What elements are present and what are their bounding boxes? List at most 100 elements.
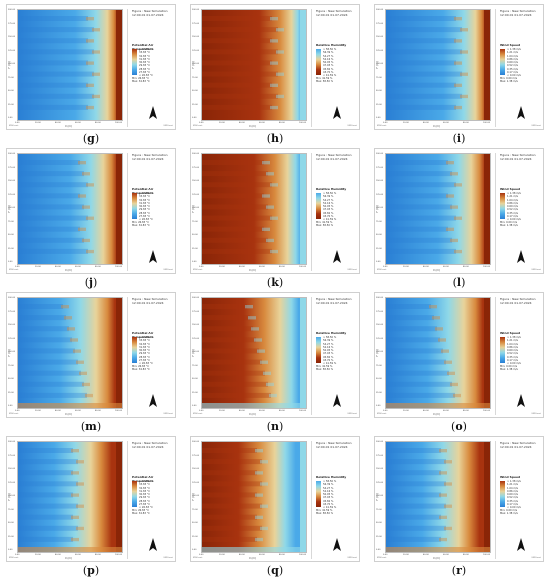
legend-tick: 50.05 % (323, 493, 334, 497)
x-tick-label: 100.00 (299, 122, 306, 124)
legend-color-bar (500, 337, 505, 363)
legend-title: Potential Air Temperature (132, 331, 154, 339)
legend-labels: > 58.50 % 56.39 % 54.27 % 52.16 % 50.05 % 47.… (323, 48, 336, 78)
x-tick-label: 80.00 (95, 266, 101, 268)
x-tick-label: 60.00 (75, 554, 81, 556)
street-streak (386, 304, 431, 309)
legend-tick: 1.04 m/s (507, 198, 518, 202)
color-legend: Potential Air Temperature > 34.83 °C 33.83… (132, 187, 174, 231)
y-tick-label: 100.00 (192, 207, 199, 209)
y-tick-label: 0.00 (8, 261, 13, 263)
legend-labels: > 58.50 % 56.39 % 54.27 % 52.16 % 50.05 % 47.… (323, 480, 336, 510)
panel-caption-letter: h (271, 132, 279, 145)
x-axis-label: X (m) (65, 557, 72, 560)
legend-tick: 1.21 m/s (507, 195, 518, 199)
x-tick-label: 60.00 (75, 410, 81, 412)
x-tick-label: 20.00 (35, 266, 41, 268)
simulation-info: Figure : New Simulation 12:00.01 01.07.20… (316, 9, 358, 17)
x-tick-label: 0.00 (199, 266, 204, 268)
legend-min: Min: 0.00 m/s (500, 365, 518, 368)
street-streak (202, 326, 253, 332)
y-tick-label: 150.00 (8, 180, 15, 182)
x-tick-label: 40.00 (423, 266, 429, 268)
y-tick-label: 100.00 (8, 207, 15, 209)
legend-max: Max: 1.38 m/s (500, 368, 518, 372)
streak-tip (266, 205, 274, 209)
legend-tick: 27.83 °C (139, 503, 150, 507)
streak-tip (270, 83, 278, 87)
legend-tick: 0.69 m/s (507, 493, 518, 497)
x-tick-label: 40.00 (55, 554, 61, 556)
x-tick-label: 20.00 (403, 122, 409, 124)
y-tick-label: 150.00 (192, 324, 199, 326)
legend-min: Min: 0.00 m/s (500, 509, 518, 512)
x-tick-label: 20.00 (35, 122, 41, 124)
streak-tip (446, 194, 454, 198)
north-arrow-icon (333, 538, 341, 551)
street-streak (18, 503, 78, 509)
legend-tick: 1.21 m/s (507, 483, 518, 487)
street-streak (18, 16, 88, 21)
simulation-panel-n: 200.00 175.00 150.00 125.00 100.00 75.00 50.00… (190, 292, 360, 418)
legend-tick: 56.39 % (323, 483, 334, 487)
streak-tip (82, 382, 90, 387)
simulation-header: Figure : New Simulation (316, 153, 352, 157)
x-tick-label: 0.00 (383, 266, 388, 268)
y-tick-label: 0.00 (192, 117, 197, 119)
boundary-band (484, 154, 490, 264)
y-tick-label: 0.00 (8, 117, 13, 119)
panel-caption-letter: r (456, 564, 462, 577)
y-tick-label: 50.00 (192, 90, 198, 92)
legend-minmax: Min: 26.83 °C Max: 34.83 °C (132, 509, 150, 516)
street-streak (202, 171, 268, 177)
legend-tick: 27.83 °C (139, 71, 150, 75)
street-streak (202, 359, 262, 365)
boundary-band (484, 442, 490, 552)
street-streak (386, 392, 455, 398)
x-tick-label: 20.00 (403, 554, 409, 556)
legend-min: Min: 26.83 °C (132, 221, 150, 224)
y-tick-label: 25.00 (192, 247, 198, 250)
simulation-panel-h: 200.00 175.00 150.00 125.00 100.00 75.00 50.00… (190, 4, 360, 130)
y-tick-label: 200.00 (192, 153, 199, 155)
simulation-header: Figure : New Simulation (132, 9, 168, 13)
y-tick-label: 175.00 (376, 22, 383, 25)
legend-tick: 52.16 % (323, 201, 334, 205)
x-tick-label: 80.00 (279, 410, 285, 412)
y-tick-label: 25.00 (8, 103, 14, 106)
street-streak (202, 160, 264, 165)
streak-tip (454, 39, 462, 43)
simulation-time: 12:00.01 01.07.2024 (500, 301, 532, 305)
street-streak (202, 60, 272, 66)
plot-field (202, 442, 306, 552)
y-tick-label: 75.00 (192, 220, 198, 223)
boundary-band (300, 442, 306, 552)
y-tick-label: 25.00 (192, 535, 198, 538)
panel-divider (495, 441, 496, 559)
x-axis-label: X (m) (433, 557, 440, 560)
legend-max: Max: 58.50 % (316, 80, 334, 84)
streak-tip (76, 504, 84, 508)
y-axis-label: Y (m) (375, 348, 380, 358)
y-tick-label: 125.00 (8, 337, 15, 340)
y-tick-label: 25.00 (8, 535, 14, 538)
simulation-header: Figure : New Simulation (316, 9, 352, 13)
plot-field (18, 442, 122, 552)
street-streak (18, 82, 88, 88)
panel-divider (127, 9, 128, 127)
legend-tick: 0.86 m/s (507, 57, 518, 61)
panel-caption-j: (j) (84, 276, 98, 289)
streak-tip (454, 105, 462, 110)
y-tick-label: 50.00 (8, 522, 14, 524)
legend-tick: 32.83 °C (139, 342, 150, 346)
x-tick-label: 0.00 (383, 122, 388, 124)
y-tick-label: 200.00 (192, 297, 199, 299)
y-tick-label: 50.00 (376, 234, 382, 236)
streak-tip (79, 371, 87, 375)
simulation-panel-q: 200.00 175.00 150.00 125.00 100.00 75.00 50.00… (190, 436, 360, 562)
boundary-band (116, 442, 122, 552)
streak-tip (438, 338, 446, 342)
street-streak (18, 226, 80, 232)
y-tick-label: 75.00 (192, 508, 198, 511)
simulation-time: 12:00.01 01.07.2024 (132, 157, 164, 161)
